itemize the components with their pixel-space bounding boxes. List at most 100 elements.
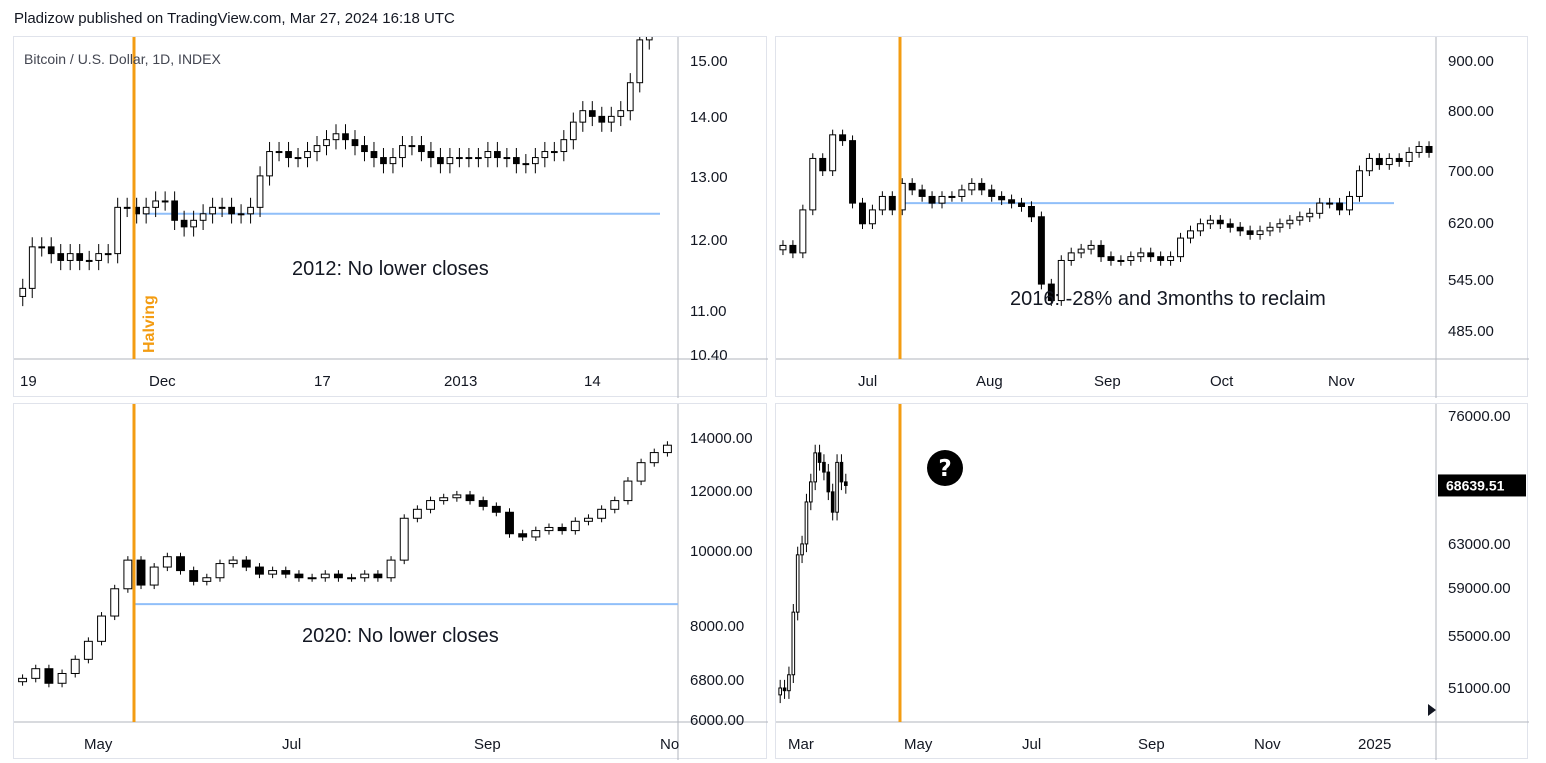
candle [1276, 218, 1284, 233]
chart-annotation: 2020: No lower closes [302, 625, 499, 647]
candle [57, 669, 67, 688]
x-tick-label: 17 [314, 373, 331, 390]
candle [998, 191, 1006, 206]
candle [1355, 165, 1363, 202]
svg-text:?: ? [938, 456, 951, 482]
candle [304, 141, 311, 168]
y-tick-label: 76000.00 [1448, 408, 1511, 425]
candle [38, 237, 46, 257]
candle [1216, 215, 1224, 230]
y-tick-label: 700.00 [1448, 163, 1494, 180]
candle [373, 570, 383, 582]
candle [544, 523, 554, 535]
candle [518, 529, 528, 541]
candle [1365, 153, 1373, 177]
candle [1107, 251, 1115, 266]
x-tick-label: Mar [788, 736, 814, 753]
candle [360, 570, 370, 582]
candle [829, 129, 837, 177]
candle [255, 563, 264, 579]
candle [859, 197, 866, 230]
candle [1336, 197, 1344, 216]
candle [456, 147, 463, 168]
x-tick-label: 14 [584, 373, 601, 390]
candle [478, 496, 488, 511]
candle [104, 244, 112, 264]
candle [333, 570, 343, 582]
candle [826, 463, 831, 501]
x-tick-label: Jul [1022, 736, 1041, 753]
candle [819, 153, 827, 177]
candle [228, 556, 238, 568]
candle [247, 197, 254, 224]
candle [503, 147, 511, 168]
candle [918, 184, 926, 202]
candle [465, 147, 473, 168]
chart-panel-2016: 900.00 800.00 700.00 620.00 545.00 485.00 Jul A… [775, 36, 1529, 398]
y-tick-label: 14.00 [690, 109, 728, 126]
candle [878, 191, 886, 216]
candle [598, 106, 606, 132]
candle [988, 184, 996, 202]
candle [446, 147, 454, 174]
candle [370, 141, 378, 168]
candle [1097, 240, 1105, 262]
x-tick-label: Oct [1210, 373, 1234, 390]
candle [241, 556, 251, 572]
candle [1196, 218, 1204, 237]
candle [294, 147, 302, 168]
candle [1177, 232, 1185, 262]
candle [152, 191, 159, 218]
candle [817, 444, 822, 471]
y-tick-label: 55000.00 [1448, 628, 1511, 645]
candle [636, 458, 646, 486]
candle [161, 191, 169, 211]
candle [114, 197, 122, 264]
candle [800, 535, 804, 564]
candle [597, 505, 607, 523]
chart-svg: 76000.00 63000.00 59000.00 55000.00 51000.00… [776, 404, 1529, 760]
candle [795, 546, 800, 621]
candle [778, 679, 782, 704]
candle [361, 136, 368, 162]
candle [1246, 225, 1254, 240]
candle [804, 493, 809, 553]
candle [465, 490, 475, 505]
candle [149, 563, 159, 590]
candle [958, 184, 966, 202]
candle [799, 204, 807, 259]
candle [830, 483, 835, 521]
x-tick-label: Aug [976, 373, 1003, 390]
candle [782, 679, 787, 699]
candle [1077, 243, 1085, 259]
candle [1187, 225, 1194, 244]
halving-label: Halving [141, 295, 158, 353]
candle [560, 130, 568, 162]
chart-panel-2020: 14000.00 12000.00 10000.00 8000.00 6800.00 60… [13, 403, 768, 760]
y-tick-label: 10.40 [690, 347, 728, 364]
candle [19, 278, 27, 307]
candle [412, 505, 422, 523]
y-tick-label: 6800.00 [690, 672, 744, 689]
candle [389, 147, 397, 174]
scroll-right-marker[interactable] [1428, 704, 1436, 716]
y-tick-label: 13.00 [690, 169, 728, 186]
candle [779, 240, 787, 256]
candle [332, 124, 340, 150]
candle [1008, 194, 1016, 209]
candle [76, 244, 84, 271]
candle [570, 517, 580, 535]
candle [1226, 218, 1234, 233]
candle [347, 573, 357, 582]
chart-svg: 14000.00 12000.00 10000.00 8000.00 6800.00 60… [14, 404, 768, 760]
candle [491, 502, 501, 517]
candle [323, 130, 330, 156]
y-tick-label: 800.00 [1448, 103, 1494, 120]
candle [1296, 211, 1304, 226]
candle [1375, 153, 1383, 170]
candle [626, 73, 634, 121]
candle [569, 112, 577, 150]
candle [123, 556, 133, 593]
candle [123, 197, 131, 218]
svg-text:68639.51: 68639.51 [1446, 477, 1505, 493]
